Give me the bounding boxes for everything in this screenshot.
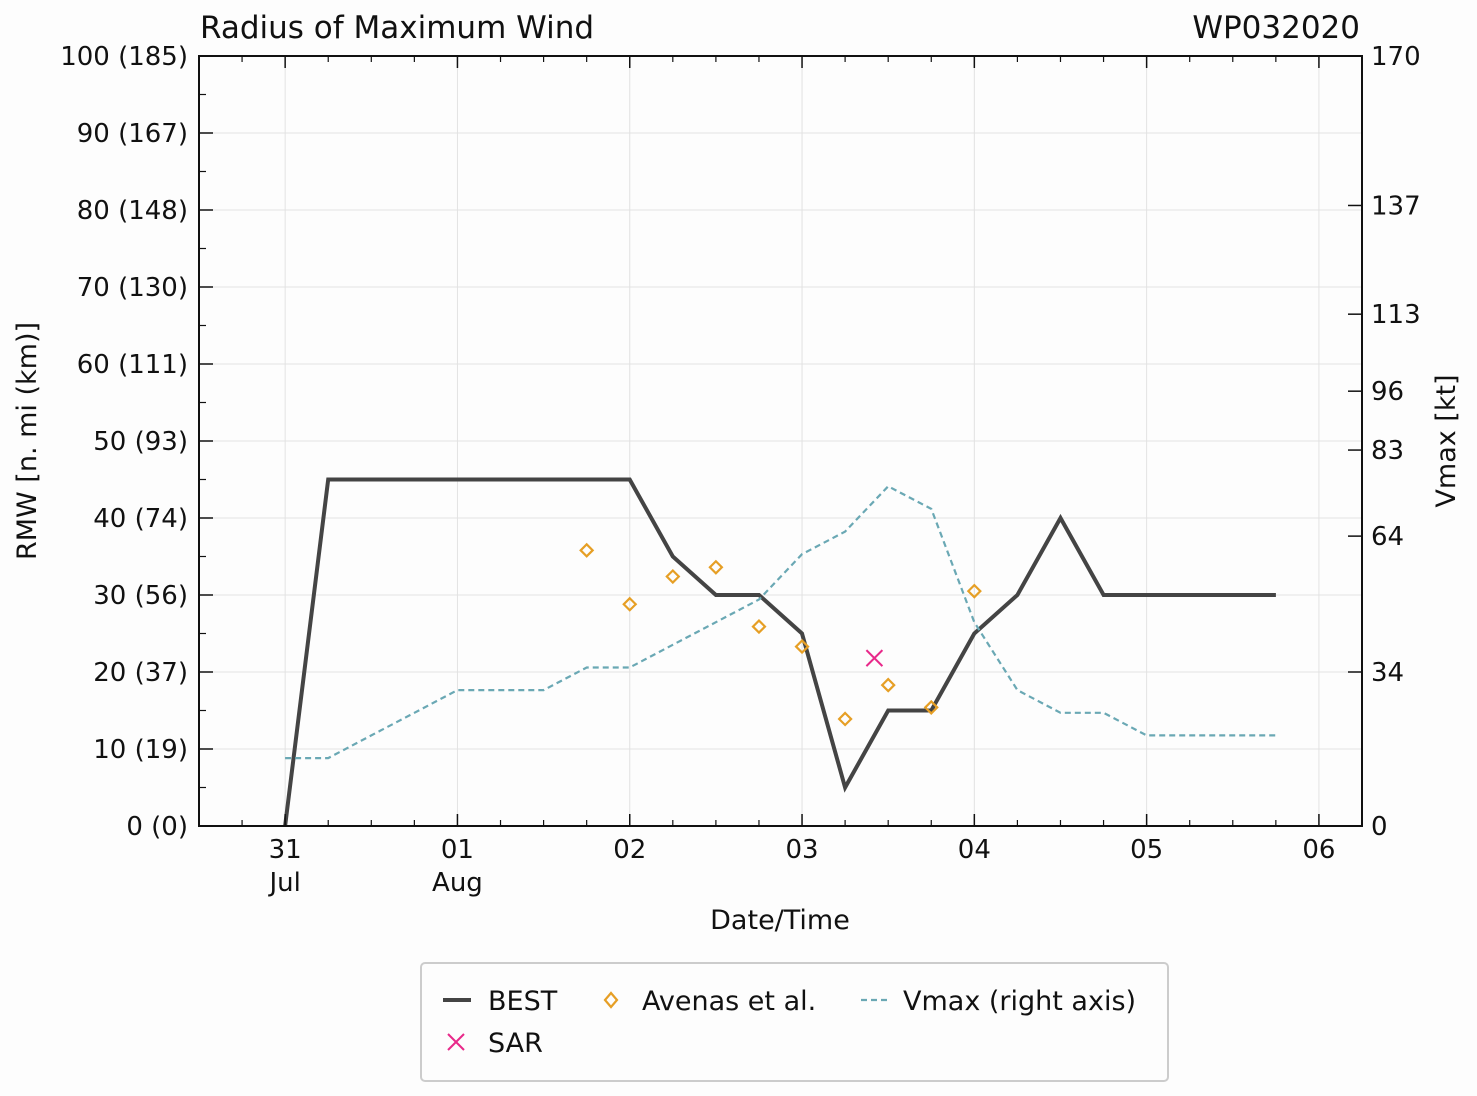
- grid: [199, 56, 1362, 826]
- legend-vmax-label: Vmax (right axis): [903, 986, 1136, 1017]
- avenas-point: [837, 711, 853, 727]
- x-tick-label: 04: [958, 835, 991, 865]
- y2-tick-label: 113: [1371, 300, 1421, 330]
- y2-tick-label: 96: [1371, 377, 1404, 407]
- avenas-point: [794, 639, 810, 655]
- x-tick-label: 31: [269, 835, 302, 865]
- sar-point: [865, 649, 884, 667]
- legend-sar-swatch: [447, 1033, 465, 1051]
- y2-tick-label: 0: [1371, 812, 1388, 842]
- avenas-point: [751, 619, 767, 635]
- legend-best-label: BEST: [488, 986, 558, 1017]
- storm-id: WP032020: [1192, 10, 1360, 46]
- y-tick-label: 100 (185): [60, 42, 188, 72]
- x-tick-label: 03: [785, 835, 818, 865]
- y-tick-label: 0 (0): [126, 812, 188, 842]
- y-axis-label: RMW [n. mi (km)]: [12, 322, 43, 560]
- x-axis-label: Date/Time: [710, 905, 850, 936]
- y-tick-label: 30 (56): [93, 581, 188, 611]
- y-tick-label: 10 (19): [93, 735, 188, 765]
- legend-frame: [420, 962, 1169, 1082]
- best-track-line: [283, 477, 1276, 827]
- y-tick-label: 20 (37): [93, 658, 188, 688]
- vmax-line: [285, 484, 1276, 760]
- x-tick-label: 01: [441, 835, 474, 865]
- legend: BEST Avenas et al. Vmax (right axis) SAR: [420, 962, 1169, 1082]
- y-tick-label: 60 (111): [77, 350, 188, 380]
- x-tick-sublabel: Jul: [267, 868, 300, 898]
- x-tick-label: 05: [1130, 835, 1163, 865]
- y2-tick-label: 137: [1371, 191, 1421, 221]
- y2-tick-label: 34: [1371, 658, 1404, 688]
- avenas-point: [708, 559, 724, 575]
- x-tick-label: 06: [1302, 835, 1335, 865]
- legend-avenas-label: Avenas et al.: [642, 986, 816, 1017]
- avenas-point: [966, 583, 982, 599]
- y2-axis-label: Vmax [kt]: [1431, 374, 1462, 507]
- y-tick-label: 50 (93): [93, 427, 188, 457]
- x-tick-sublabel: Aug: [432, 868, 483, 898]
- y-tick-label: 80 (148): [77, 196, 188, 226]
- legend-avenas-swatch: [603, 991, 619, 1009]
- series-layer: [283, 477, 1276, 827]
- avenas-point: [665, 568, 681, 585]
- y2-tick-label: 83: [1371, 436, 1404, 466]
- avenas-point: [622, 596, 638, 612]
- y-tick-label: 40 (74): [93, 504, 188, 534]
- y2-tick-label: 64: [1371, 522, 1404, 552]
- y-tick-label: 70 (130): [77, 273, 188, 303]
- ticks: [199, 55, 1363, 827]
- y-tick-label: 90 (167): [77, 119, 188, 149]
- avenas-point: [579, 542, 595, 558]
- chart-title: Radius of Maximum Wind: [200, 10, 594, 46]
- avenas-point: [880, 677, 896, 693]
- avenas-point: [923, 699, 939, 715]
- x-tick-label: 02: [613, 835, 646, 865]
- y2-tick-label: 170: [1371, 42, 1421, 72]
- legend-sar-label: SAR: [488, 1028, 543, 1059]
